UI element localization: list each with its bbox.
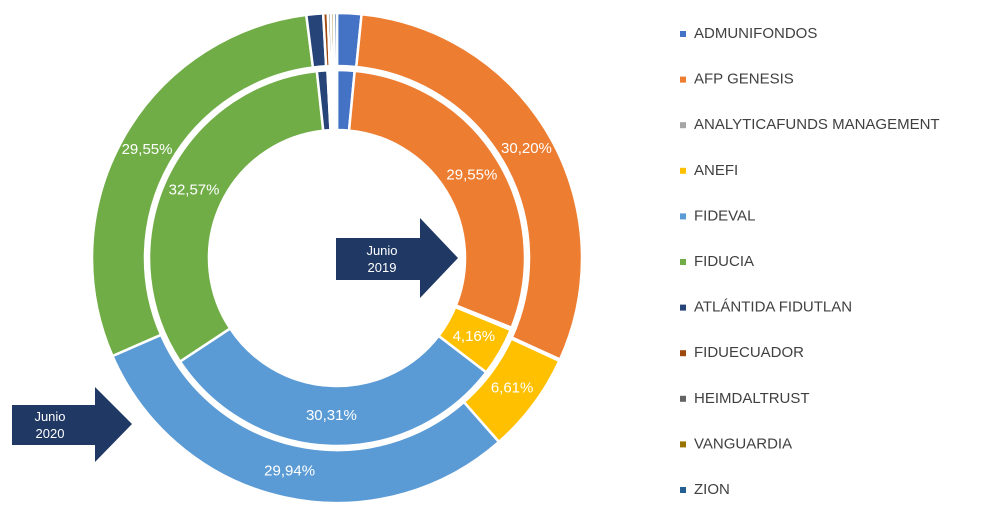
legend-label: VANGUARDIA	[694, 435, 792, 452]
donut-segment	[178, 326, 488, 448]
legend-marker	[680, 441, 686, 448]
series-label: Junio 2020	[34, 409, 66, 441]
arrow	[336, 218, 458, 298]
data-label: 4,16%	[453, 328, 496, 345]
donut-segment	[332, 11, 339, 68]
legend-label: FIDEVAL	[694, 207, 755, 224]
legend-marker	[680, 167, 686, 174]
legend-label: ZION	[694, 481, 730, 498]
legend-label: ANEFI	[694, 162, 738, 179]
data-label: 29,94%	[264, 462, 315, 479]
legend-label: ANALYTICAFUNDS MANAGEMENT	[694, 116, 940, 133]
donut-segment	[333, 68, 339, 132]
legend-marker	[680, 213, 686, 220]
legend-marker	[680, 350, 686, 357]
legend-label: FIDUECUADOR	[694, 344, 804, 361]
legend-label: HEIMDALTRUST	[694, 390, 810, 407]
data-label: 30,31%	[306, 407, 357, 424]
data-label: 30,20%	[501, 140, 552, 157]
data-label: 29,55%	[122, 141, 173, 158]
legend-label: FIDUCIA	[694, 253, 754, 270]
donut-segment	[347, 69, 527, 330]
legend-marker	[680, 259, 686, 265]
legend-marker	[680, 304, 686, 311]
legend-marker	[680, 76, 686, 83]
arrow	[12, 387, 132, 462]
donut-segment	[147, 69, 325, 364]
data-label: 6,61%	[491, 380, 534, 397]
legend-label: ADMUNIFONDOS	[694, 25, 817, 42]
legend-label: ATLÁNTIDA FIDUTLAN	[694, 299, 852, 316]
legend-label: AFP GENESIS	[694, 71, 794, 88]
data-label: 29,55%	[446, 167, 497, 184]
series-label: Junio 2019	[366, 243, 398, 275]
legend-marker	[680, 395, 686, 402]
data-label: 32,57%	[169, 182, 220, 199]
legend-marker	[680, 31, 686, 37]
legend-marker	[680, 122, 686, 129]
legend-marker	[680, 487, 686, 493]
